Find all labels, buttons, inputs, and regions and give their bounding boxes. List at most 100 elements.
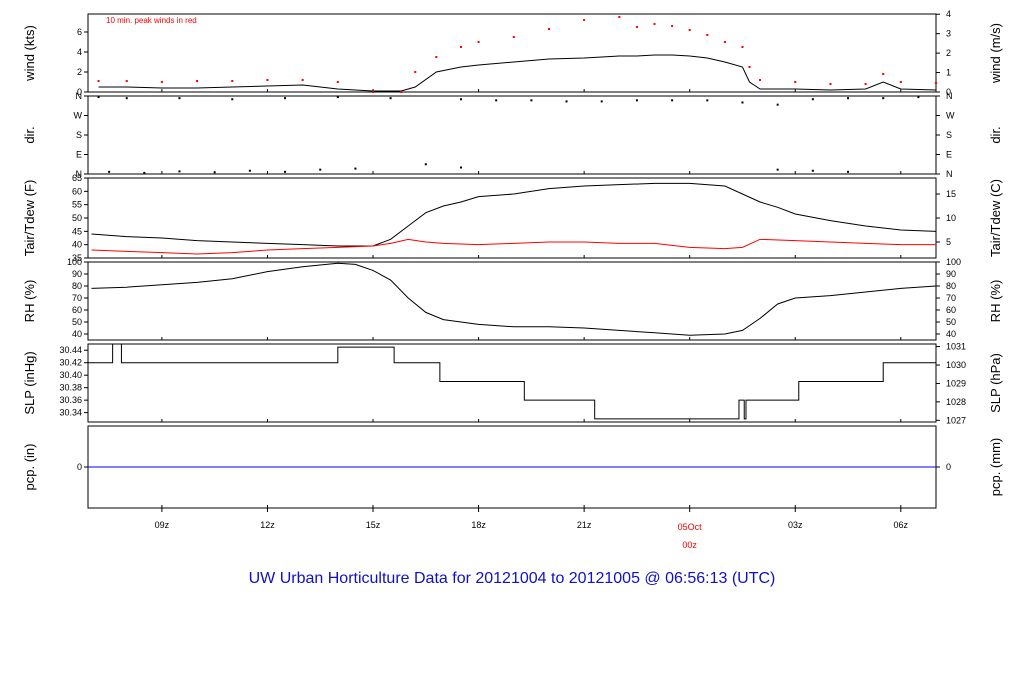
dir-point — [459, 166, 462, 169]
y-tick-label-right: 3 — [946, 29, 951, 39]
x-tick-label: 00z — [682, 540, 697, 550]
series-line-temp-0 — [91, 182, 937, 247]
panel-wind: wind (kts) wind (m/s) 0 2 4 6 0 1 2 3 4 10 min. pea… — [22, 9, 1003, 97]
y-tick-label: 60 — [72, 305, 82, 315]
peak-wind-point — [759, 79, 762, 81]
y-tick-label-right: 0 — [946, 87, 951, 97]
y-tick-label: 80 — [72, 281, 82, 291]
y-tick-label: N — [76, 91, 83, 101]
x-tick-label: 06z — [894, 520, 909, 530]
y-tick-label-right: 2 — [946, 48, 951, 58]
peak-wind-point — [547, 28, 550, 30]
dir-point — [143, 171, 146, 174]
dir-point — [882, 97, 885, 100]
peak-wind-point — [512, 36, 515, 38]
x-tick-label: 15z — [366, 520, 381, 530]
y-tick-label: 65 — [72, 173, 82, 183]
peak-wind-point — [748, 66, 751, 68]
chart-title: UW Urban Horticulture Data for 20121004 … — [249, 570, 776, 587]
y-tick-label-right: 1028 — [946, 397, 966, 407]
dir-point — [671, 99, 674, 102]
dir-point — [917, 96, 920, 99]
y-tick-label-right: 100 — [946, 257, 961, 267]
y-tick-label-right: E — [946, 150, 952, 160]
y-tick-label: 6 — [77, 27, 82, 37]
dir-point — [336, 96, 339, 99]
dir-point — [459, 98, 462, 101]
y-axis-label-left: dir. — [22, 126, 37, 143]
peak-wind-point — [400, 91, 403, 93]
y-tick-label: 0 — [77, 462, 82, 472]
peak-wind-point — [97, 80, 100, 82]
dir-point — [125, 97, 128, 100]
peak-wind-point — [794, 81, 797, 83]
dir-point — [213, 171, 216, 174]
peak-wind-point — [864, 83, 867, 85]
y-tick-label: 40 — [72, 329, 82, 339]
y-tick-label-right: 0 — [946, 462, 951, 472]
panel-pcp: pcp. (in) pcp. (mm) 0 0 — [22, 425, 1003, 509]
peak-wind-point — [688, 29, 691, 31]
dir-point — [108, 170, 111, 173]
y-tick-label: S — [76, 130, 82, 140]
y-tick-label-right: 15 — [946, 189, 956, 199]
panel-frame — [87, 343, 937, 423]
panel-temp: Tair/Tdew (F) Tair/Tdew (C) 35 40 45 50 55 60 65… — [22, 173, 1003, 263]
panel-slp: SLP (inHg) SLP (hPa) 30.34 30.36 30.38 30.40 3… — [22, 342, 1003, 426]
y-axis-label-left: SLP (inHg) — [22, 351, 37, 414]
peak-wind-point — [935, 82, 937, 84]
y-tick-label-right: 70 — [946, 293, 956, 303]
y-tick-label-right: 1027 — [946, 415, 966, 425]
y-tick-label: 50 — [72, 317, 82, 327]
panel-frame — [87, 261, 937, 341]
y-tick-label-right: 5 — [946, 237, 951, 247]
x-tick-label: 09z — [155, 520, 170, 530]
dir-point — [319, 168, 322, 171]
y-tick-label: 4 — [77, 47, 82, 57]
y-tick-label-right: 50 — [946, 317, 956, 327]
dir-point — [178, 170, 181, 173]
dir-point — [776, 103, 779, 106]
y-tick-label-right: N — [946, 169, 953, 179]
peak-wind-point — [196, 80, 199, 82]
y-tick-label: W — [74, 111, 83, 121]
peak-wind-point — [477, 41, 480, 43]
y-tick-label-right: 80 — [946, 281, 956, 291]
y-tick-label-right: 10 — [946, 213, 956, 223]
dir-point — [231, 98, 234, 101]
dir-point — [741, 101, 744, 104]
y-axis-label-right: dir. — [988, 126, 1003, 143]
dir-point — [354, 167, 357, 170]
y-axis-label-left: pcp. (in) — [22, 444, 37, 491]
dir-point — [248, 169, 251, 172]
date-marker: 05Oct — [678, 522, 703, 532]
panel-frame — [87, 177, 937, 259]
y-tick-label: 30.34 — [59, 408, 82, 418]
y-axis-label-right: Tair/Tdew (C) — [988, 179, 1003, 257]
y-tick-label: 100 — [67, 257, 82, 267]
y-tick-label: N — [76, 169, 83, 179]
peak-wind-point — [653, 23, 656, 25]
y-tick-label-right: W — [946, 111, 955, 121]
peak-wind-point — [882, 73, 885, 75]
peak-wind-point — [125, 80, 128, 82]
dir-point — [811, 169, 814, 172]
y-axis-label-right: pcp. (mm) — [988, 438, 1003, 497]
x-tick-label: 18z — [471, 520, 486, 530]
dir-point — [284, 170, 287, 173]
y-tick-label: E — [76, 150, 82, 160]
y-tick-label-right: S — [946, 130, 952, 140]
peak-wind-point — [459, 46, 462, 48]
peak-wind-point — [231, 80, 234, 82]
y-tick-label-right: 4 — [946, 9, 951, 19]
dir-point — [424, 163, 427, 166]
series-line-rh-0 — [91, 262, 937, 336]
peak-wind-point — [414, 71, 417, 73]
x-tick-label: 03z — [788, 520, 803, 530]
y-tick-label: 55 — [72, 200, 82, 210]
dir-point — [706, 99, 709, 102]
y-axis-label-right: SLP (hPa) — [988, 353, 1003, 413]
y-tick-label: 30.38 — [59, 383, 82, 393]
panel-frame — [87, 95, 937, 175]
